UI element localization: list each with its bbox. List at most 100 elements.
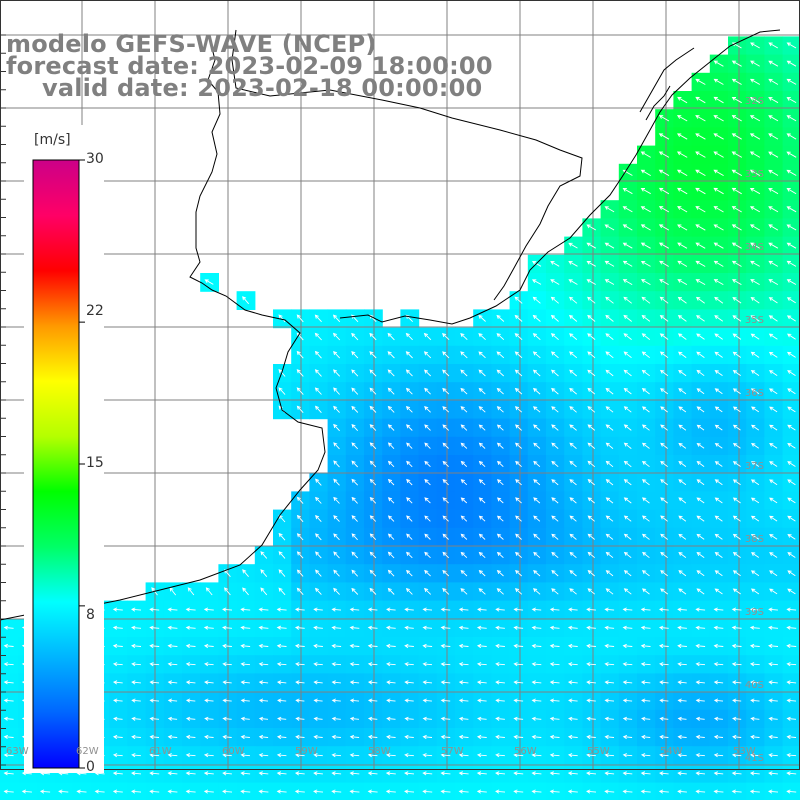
wind-arrow (131, 662, 141, 667)
wind-arrow (242, 587, 249, 596)
wind-arrow (749, 607, 760, 612)
wind-arrow (332, 314, 341, 323)
wind-arrow (677, 789, 687, 794)
wind-arrow (769, 533, 778, 540)
wind-arrow (678, 442, 687, 449)
wind-arrow (714, 570, 723, 577)
wind-arrow (495, 716, 505, 721)
wind-arrow (314, 314, 322, 323)
wind-arrow (276, 607, 287, 612)
wind-arrow (658, 187, 670, 195)
wind-arrow (549, 698, 560, 703)
wind-cell (782, 327, 800, 347)
wind-arrow (659, 296, 669, 304)
wind-arrow (786, 224, 797, 231)
wind-arrow (696, 515, 705, 522)
wind-arrow (641, 533, 650, 540)
wind-cell (782, 72, 800, 92)
wind-arrow (149, 716, 160, 721)
wind-arrow (678, 552, 687, 558)
wind-arrow (751, 424, 760, 431)
wind-arrow (605, 369, 614, 377)
wind-arrow (713, 169, 724, 176)
wind-arrow (786, 698, 797, 703)
wind-arrow (351, 551, 359, 559)
longitude-label: 53W (733, 746, 756, 757)
wind-arrow (149, 771, 160, 776)
wind-arrow (641, 570, 650, 577)
wind-arrow (112, 625, 123, 630)
latitude-label: 33S (744, 169, 764, 180)
wind-cell (782, 546, 800, 565)
wind-arrow (732, 351, 742, 358)
wind-arrow (786, 260, 797, 267)
wind-arrow (424, 424, 431, 431)
wind-arrow (749, 115, 761, 122)
wind-arrow (496, 551, 504, 559)
wind-arrow (532, 296, 541, 304)
wind-arrow (458, 680, 469, 685)
wind-arrow (586, 607, 596, 612)
wind-arrow (695, 625, 706, 630)
wind-arrow (240, 698, 250, 703)
wind-arrow (331, 771, 342, 776)
wind-arrow (714, 461, 723, 467)
wind-arrow (386, 734, 396, 740)
wind-arrow (131, 753, 141, 758)
wind-arrow (769, 515, 778, 522)
wind-arrow (750, 296, 760, 304)
wind-arrow (658, 242, 670, 249)
wind-arrow (677, 625, 687, 630)
wind-arrow (260, 569, 268, 577)
wind-arrow (496, 442, 504, 449)
wind-arrow (768, 151, 779, 158)
wind-arrow (513, 789, 524, 794)
wind-arrow (677, 296, 687, 304)
wind-arrow (586, 261, 596, 267)
wind-arrow (696, 333, 705, 340)
wind-arrow (406, 497, 413, 504)
wind-arrow (532, 588, 541, 595)
wind-arrow (369, 497, 377, 504)
wind-arrow (39, 789, 51, 794)
wind-arrow (676, 187, 688, 195)
wind-arrow (331, 662, 342, 667)
wind-arrow (622, 698, 633, 703)
wind-arrow (514, 424, 523, 431)
wind-arrow (713, 734, 724, 740)
wind-arrow (367, 698, 378, 703)
longitude-label: 61W (149, 746, 172, 757)
wind-arrow (204, 716, 214, 721)
wind-arrow (678, 388, 687, 395)
wind-arrow (351, 478, 359, 486)
wind-arrow (605, 588, 614, 595)
wind-arrow (786, 315, 796, 322)
wind-arrow (569, 569, 577, 577)
wind-arrow (786, 115, 797, 122)
wind-arrow (660, 424, 668, 431)
wind-arrow (714, 552, 723, 558)
wind-arrow (750, 533, 760, 540)
wind-arrow (204, 734, 214, 740)
wind-arrow (604, 753, 615, 758)
wind-arrow (387, 551, 395, 559)
latitude-label: 32S (744, 96, 764, 107)
wind-arrow (623, 497, 632, 504)
wind-arrow (640, 151, 651, 158)
wind-arrow (677, 716, 687, 721)
wind-arrow (696, 588, 705, 595)
wind-arrow (768, 698, 778, 703)
wind-arrow (3, 662, 14, 667)
wind-arrow (278, 387, 286, 395)
wind-arrow (713, 789, 724, 794)
wind-arrow (531, 771, 542, 776)
wind-arrow (387, 533, 395, 540)
wind-arrow (768, 625, 779, 630)
wind-arrow (296, 387, 304, 395)
wind-arrow (387, 515, 395, 522)
wind-arrow (567, 789, 578, 794)
wind-arrow (695, 279, 706, 285)
wind-arrow (605, 533, 614, 540)
wind-arrow (276, 643, 287, 649)
wind-arrow (749, 643, 760, 649)
